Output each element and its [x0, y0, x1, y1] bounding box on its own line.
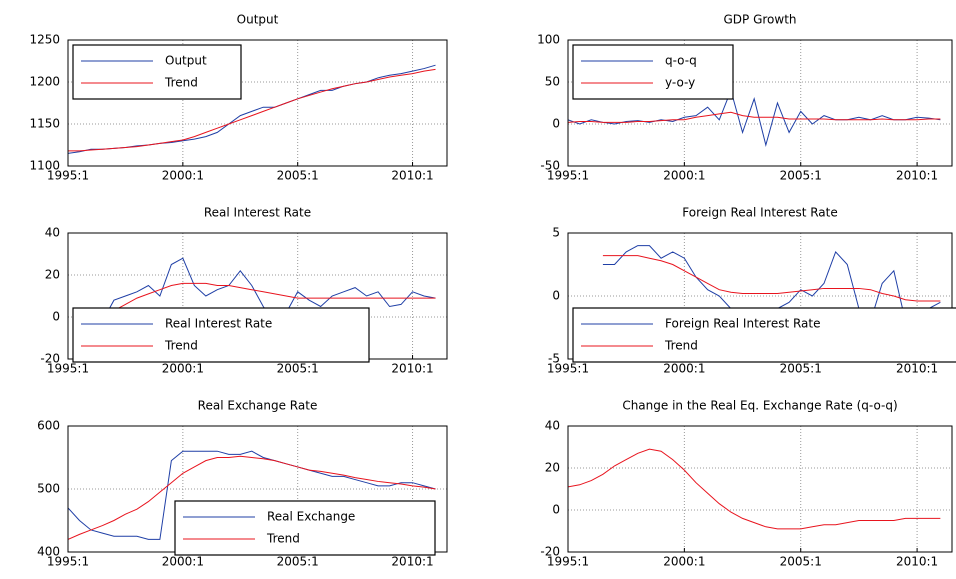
y-tick-label: -5 [548, 352, 560, 366]
x-tick-label: 2000:1 [162, 362, 204, 376]
data-line [68, 68, 436, 152]
x-tick-label: 1995:1 [47, 362, 89, 376]
y-tick-label: 1150 [29, 117, 60, 131]
y-tick-label: 100 [537, 33, 560, 47]
data-line [68, 450, 436, 540]
data-line [102, 282, 436, 318]
y-tick-label: 600 [37, 419, 60, 433]
y-tick-label: 20 [45, 268, 60, 282]
legend-box [72, 44, 242, 100]
legend: Real Exchange Trend [174, 500, 436, 556]
x-tick-label: 1995:1 [47, 555, 89, 569]
x-tick-label: 1995:1 [547, 555, 589, 569]
legend: Output Trend [72, 44, 242, 100]
y-tick-label: 1250 [29, 33, 60, 47]
chart-title: Real Exchange Rate [198, 399, 318, 413]
y-tick-label: 40 [45, 226, 60, 240]
x-tick-label: 1995:1 [547, 362, 589, 376]
y-tick-label: 500 [37, 482, 60, 496]
legend-label: Trend [164, 339, 198, 353]
data-line [568, 88, 941, 147]
series-group [68, 450, 436, 540]
legend-label: q-o-q [665, 54, 697, 68]
panel: Real Exchange Rate 400 500 600 1995:1 2000:1 2… [37, 399, 448, 569]
x-tick-label: 2000:1 [663, 555, 705, 569]
x-tick-label: 2010:1 [391, 362, 433, 376]
plot-frame [67, 39, 448, 167]
legend-box [572, 307, 956, 363]
y-tick-label: 20 [545, 461, 560, 475]
series-group [68, 64, 436, 154]
x-tick-label: 2010:1 [896, 555, 938, 569]
y-tick-label: 5 [552, 226, 560, 240]
series-group [568, 88, 941, 147]
x-tick-label: 2010:1 [896, 362, 938, 376]
legend-label: Foreign Real Interest Rate [665, 317, 821, 331]
chart-title: GDP Growth [723, 13, 796, 27]
legend-box [174, 500, 436, 556]
y-tick-label: 0 [552, 289, 560, 303]
x-tick-label: 2005:1 [277, 555, 319, 569]
panel: Foreign Real Interest Rate -5 0 5 1995:1 2000… [547, 206, 956, 376]
x-tick-label: 2010:1 [391, 169, 433, 183]
x-tick-label: 2010:1 [896, 169, 938, 183]
x-tick-label: 2005:1 [277, 362, 319, 376]
panel: GDP Growth -50 0 50 100 1995:1 2000:1 2005:1 201… [537, 13, 953, 183]
x-tick-label: 2005:1 [780, 362, 822, 376]
series-group [568, 448, 941, 530]
y-tick-label: 400 [37, 545, 60, 559]
legend-label: Trend [266, 532, 300, 546]
y-tick-label: 0 [52, 310, 60, 324]
y-tick-label: 1100 [29, 159, 60, 173]
plot-frame [567, 425, 953, 553]
legend-box [572, 44, 734, 100]
panel: Real Interest Rate -20 0 20 40 1995:1 2000:1 20… [40, 206, 448, 376]
legend-label: y-o-y [665, 76, 695, 90]
legend-label: Output [165, 54, 207, 68]
y-tick-label: 50 [545, 75, 560, 89]
y-tick-label: 0 [552, 117, 560, 131]
data-line [568, 448, 941, 530]
legend-label: Trend [664, 339, 698, 353]
y-tick-label: -20 [540, 545, 560, 559]
legend: Real Interest Rate Trend [72, 307, 370, 363]
x-tick-label: 1995:1 [47, 169, 89, 183]
y-tick-label: -50 [540, 159, 560, 173]
x-tick-label: 2005:1 [780, 555, 822, 569]
legend-label: Trend [164, 76, 198, 90]
x-tick-label: 2000:1 [162, 169, 204, 183]
data-line [568, 111, 941, 123]
chart-title: Output [237, 13, 279, 27]
x-tick-label: 2000:1 [663, 362, 705, 376]
y-tick-label: 1200 [29, 75, 60, 89]
x-tick-label: 1995:1 [547, 169, 589, 183]
legend: Foreign Real Interest Rate Trend [572, 307, 956, 363]
x-tick-label: 2005:1 [277, 169, 319, 183]
x-tick-label: 2000:1 [663, 169, 705, 183]
y-tick-label: -20 [40, 352, 60, 366]
panel: Change in the Real Eq. Exchange Rate (q-… [540, 399, 953, 569]
legend-label: Real Interest Rate [165, 317, 272, 331]
chart-title: Real Interest Rate [204, 206, 311, 220]
x-tick-label: 2005:1 [780, 169, 822, 183]
data-line [68, 455, 436, 540]
panel: Output 1100 1150 1200 1250 1995:1 2000:1 2005:1… [29, 13, 448, 183]
y-tick-label: 0 [552, 503, 560, 517]
plot-frame [567, 39, 953, 167]
y-tick-label: 40 [545, 419, 560, 433]
legend-box [72, 307, 370, 363]
chart-title: Change in the Real Eq. Exchange Rate (q-… [622, 399, 897, 413]
x-tick-label: 2000:1 [162, 555, 204, 569]
chart-title: Foreign Real Interest Rate [682, 206, 838, 220]
legend: q-o-q y-o-y [572, 44, 734, 100]
x-tick-label: 2010:1 [391, 555, 433, 569]
data-line [602, 255, 941, 302]
legend-label: Real Exchange [267, 510, 355, 524]
